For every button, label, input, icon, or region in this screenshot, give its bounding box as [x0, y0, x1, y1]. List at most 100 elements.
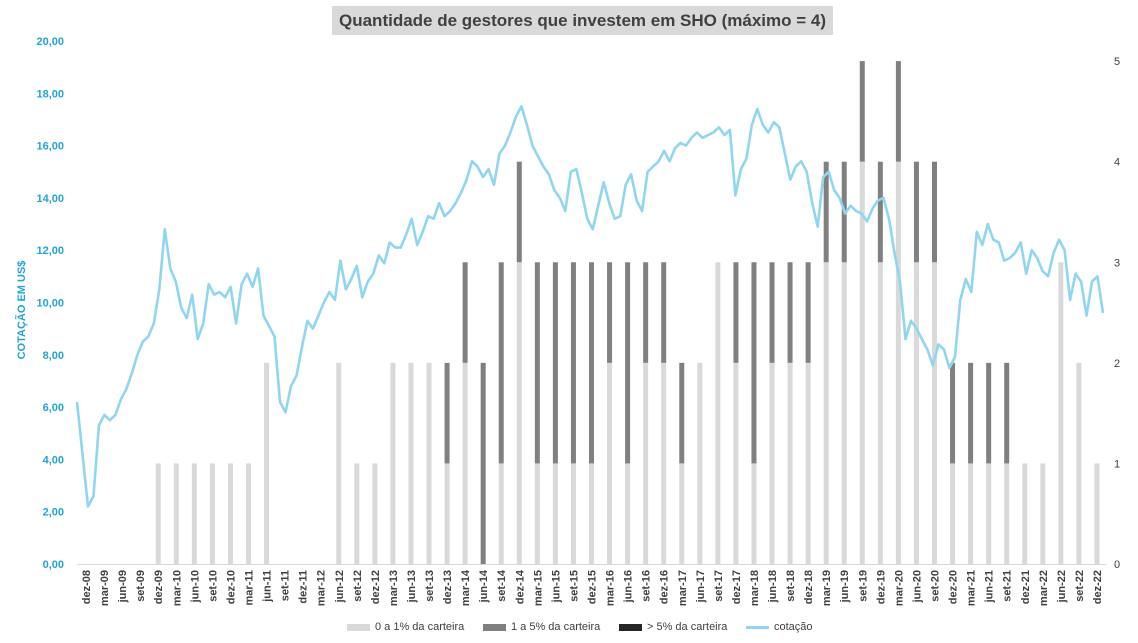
bar-segment-1	[805, 262, 811, 363]
x-tick-label: jun-19	[839, 570, 851, 603]
x-tick-label: mar-11	[244, 570, 256, 605]
bar-segment-1	[516, 161, 522, 263]
legend: 0 a 1% da carteira 1 a 5% da carteira > …	[0, 621, 1138, 637]
x-tick-label: mar-09	[99, 570, 111, 606]
bar-segment-0	[968, 463, 974, 564]
bar-segment-0	[516, 262, 522, 564]
x-tick-label: set-12	[352, 570, 364, 602]
x-tick-label: dez-16	[659, 570, 671, 604]
bar-segment-1	[589, 262, 594, 464]
x-tick-label: mar-15	[532, 570, 544, 606]
legend-label: > 5% da carteira	[647, 621, 728, 633]
y-left-tick-label: 2,00	[43, 507, 64, 519]
bar-segment-0	[155, 463, 161, 564]
x-tick-label: jun-20	[911, 570, 923, 603]
bar-segment-0	[372, 463, 378, 564]
bar-segment-0	[733, 362, 739, 564]
bar-segment-0	[823, 262, 829, 564]
bar-segment-1	[950, 362, 956, 464]
bar-segment-0	[986, 463, 992, 564]
y-left-tick-label: 20,00	[36, 36, 64, 48]
x-tick-label: set-10	[207, 570, 219, 602]
bar-segment-0	[715, 262, 721, 564]
x-tick-label: jun-11	[262, 570, 274, 603]
bar-segment-1	[986, 362, 992, 464]
bar-segment-0	[643, 362, 649, 564]
bar-segment-0	[950, 463, 956, 564]
bar-segment-0	[1076, 362, 1082, 564]
y-right-tick-label: 2	[1114, 358, 1120, 370]
x-tick-label: mar-20	[893, 570, 905, 606]
bar-segment-0	[1040, 463, 1046, 564]
bar-segment-0	[354, 463, 360, 564]
bar-segment-1	[859, 61, 865, 162]
bar-segment-1	[913, 161, 919, 263]
x-tick-label: mar-16	[605, 570, 617, 606]
bar-segment-0	[462, 362, 468, 564]
bar-segment-1	[625, 262, 631, 464]
x-tick-label: mar-10	[171, 570, 183, 606]
x-tick-label: mar-17	[677, 570, 689, 606]
bar-segment-1	[877, 161, 883, 263]
bar-segment-0	[534, 463, 540, 564]
x-tick-label: set-15	[568, 570, 580, 602]
legend-label: 1 a 5% da carteira	[511, 621, 601, 633]
bar-segment-0	[191, 463, 197, 564]
bar-segment-0	[607, 362, 613, 564]
bar-segment-1	[444, 362, 450, 464]
bar-segment-0	[625, 463, 631, 564]
bar-segment-0	[246, 463, 251, 564]
bar-segment-0	[787, 362, 793, 564]
x-tick-label: jun-17	[695, 570, 707, 603]
y-right-tick-label: 4	[1114, 157, 1120, 169]
bar-segment-0	[390, 362, 396, 564]
bar-segment-0	[589, 463, 594, 564]
bar-segment-0	[913, 262, 919, 564]
bar-segment-1	[679, 362, 685, 464]
x-tick-label: mar-21	[966, 570, 978, 606]
x-tick-label: dez-17	[731, 570, 743, 604]
bar-segment-0	[769, 362, 775, 564]
x-tick-label: mar-14	[460, 569, 472, 606]
x-tick-label: dez-12	[370, 570, 382, 604]
x-tick-label: set-11	[280, 570, 292, 601]
line-cotacao	[75, 105, 1105, 508]
legend-swatch-light-gray	[347, 623, 370, 631]
x-tick-label: set-13	[424, 570, 436, 602]
y-right-tick-label: 1	[1114, 458, 1120, 470]
x-tick-label: jun-12	[334, 570, 346, 603]
y-left-tick-label: 4,00	[43, 454, 64, 466]
x-tick-label: jun-13	[406, 570, 418, 603]
y-left-tick-label: 16,00	[36, 141, 64, 153]
bar-segment-0	[264, 362, 270, 564]
x-tick-label: set-22	[1074, 570, 1086, 602]
bar-segment-0	[679, 463, 685, 564]
bar-segment-1	[480, 362, 486, 564]
x-tick-label: mar-18	[749, 570, 761, 606]
x-tick-label: dez-14	[514, 569, 526, 604]
x-tick-label: dez-18	[803, 570, 815, 604]
x-tick-label: jun-10	[189, 570, 201, 603]
x-tick-label: dez-20	[948, 570, 960, 604]
bar-segment-1	[462, 262, 468, 363]
bar-segment-0	[1004, 463, 1010, 564]
x-tick-label: dez-13	[442, 570, 454, 604]
x-tick-label: dez-15	[587, 570, 599, 604]
bar-segment-1	[661, 262, 667, 363]
bar-segment-0	[805, 362, 811, 564]
x-tick-label: mar-22	[1038, 570, 1050, 606]
bar-segment-1	[498, 262, 504, 464]
x-tick-label: set-21	[1002, 570, 1014, 602]
bar-segment-0	[751, 463, 757, 564]
x-tick-label: mar-13	[388, 570, 400, 606]
bar-segment-0	[444, 463, 450, 564]
x-tick-label: mar-12	[316, 570, 328, 606]
bar-segment-0	[1094, 463, 1100, 564]
legend-item-gt5pct: > 5% da carteira	[619, 621, 727, 633]
bar-segment-0	[173, 463, 179, 564]
bar-segment-0	[841, 262, 847, 564]
legend-label: 0 a 1% da carteira	[375, 621, 465, 633]
bar-segment-1	[570, 262, 576, 464]
x-tick-label: set-14	[496, 569, 508, 602]
